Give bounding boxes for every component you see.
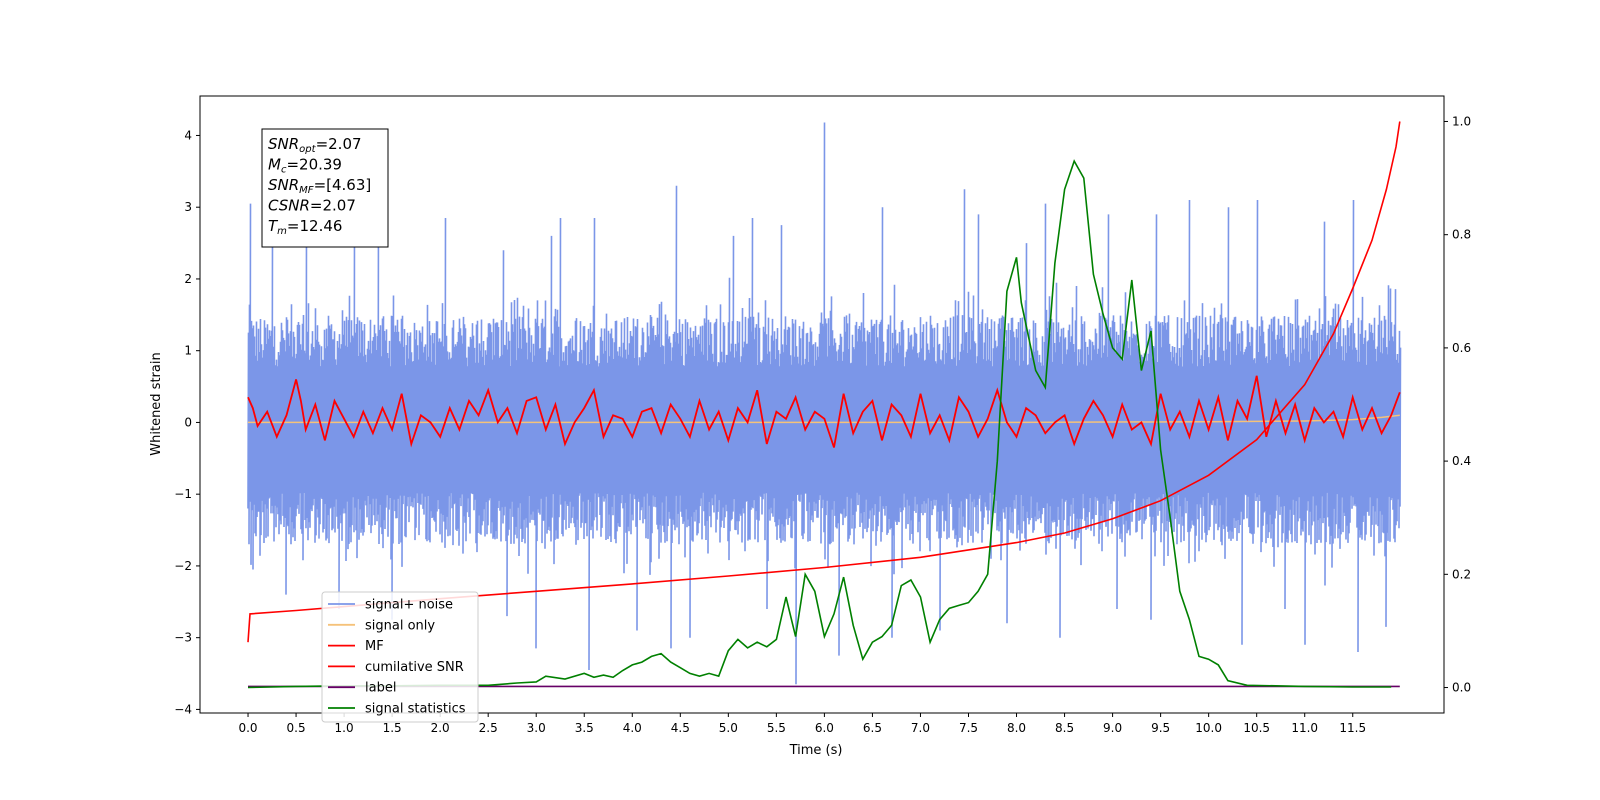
annotation-frame bbox=[261, 128, 389, 248]
y-tick-label: 4 bbox=[184, 128, 192, 142]
x-tick-label: 1.0 bbox=[335, 721, 354, 735]
x-tick-label: 10.0 bbox=[1195, 721, 1222, 735]
y2-tick-label: 1.0 bbox=[1452, 114, 1471, 128]
y2-tick-label: 0.4 bbox=[1452, 454, 1471, 468]
x-tick-label: 3.5 bbox=[575, 721, 594, 735]
legend-label: signal+ noise bbox=[365, 598, 453, 613]
y2-tick-label: 0.2 bbox=[1452, 567, 1471, 581]
x-tick-label: 9.0 bbox=[1103, 721, 1122, 735]
x-tick-label: 2.0 bbox=[431, 721, 450, 735]
annotation-line: Mc=20.39 bbox=[268, 156, 342, 176]
y-tick-label: −2 bbox=[174, 559, 192, 573]
x-tick-label: 1.5 bbox=[383, 721, 402, 735]
x-tick-label: 5.5 bbox=[767, 721, 786, 735]
legend-label: signal only bbox=[365, 618, 435, 633]
legend-label: cumilative SNR bbox=[365, 660, 464, 675]
legend-label: signal statistics bbox=[365, 702, 466, 717]
y2-tick-label: 0.6 bbox=[1452, 341, 1471, 355]
x-tick-label: 4.5 bbox=[671, 721, 690, 735]
x-tick-label: 11.5 bbox=[1339, 721, 1366, 735]
annotation-line: SNRMF=[4.63] bbox=[268, 176, 371, 196]
signal-statistics-line bbox=[247, 159, 1392, 689]
x-tick-label: 2.5 bbox=[479, 721, 498, 735]
x-tick-label: 7.0 bbox=[911, 721, 930, 735]
x-tick-label: 6.0 bbox=[815, 721, 834, 735]
mf-line bbox=[247, 375, 1401, 448]
legend-frame bbox=[321, 591, 479, 723]
x-tick-label: 6.5 bbox=[863, 721, 882, 735]
x-tick-label: 9.5 bbox=[1151, 721, 1170, 735]
annotation-box: SNRopt=2.07Mc=20.39SNRMF=[4.63]CSNR=2.07… bbox=[261, 128, 389, 248]
y-tick-label: −1 bbox=[174, 487, 192, 501]
axes-layer: 0.0 0.5 1.0 1.5 2.0 2.5 3.0 3.5 4.0 4.5 5.0 5.5 6.0 6… bbox=[174, 114, 1471, 735]
y-tick-label: 3 bbox=[184, 200, 192, 214]
annotation-line: SNRopt=2.07 bbox=[268, 135, 362, 155]
x-tick-label: 8.0 bbox=[1007, 721, 1026, 735]
legend-label: MF bbox=[365, 639, 384, 654]
annotation-line: Tm=12.46 bbox=[268, 217, 342, 237]
y-tick-label: 0 bbox=[184, 415, 192, 429]
legend: signal+ noise signal only MF cumilative SNR… bbox=[321, 591, 479, 723]
y-tick-label: 2 bbox=[184, 272, 192, 286]
x-tick-label: 0.5 bbox=[287, 721, 306, 735]
y2-tick-label: 0.8 bbox=[1452, 228, 1471, 242]
legend-label: label bbox=[365, 681, 396, 696]
y-tick-label: −3 bbox=[174, 631, 192, 645]
x-axis-label: Time (s) bbox=[789, 743, 843, 758]
x-tick-label: 7.5 bbox=[959, 721, 978, 735]
y-axis-label: Whitened strain bbox=[149, 352, 164, 455]
x-tick-label: 0.0 bbox=[238, 721, 257, 735]
plot-frame bbox=[199, 95, 1445, 714]
y-tick-label: −4 bbox=[174, 702, 192, 716]
x-tick-label: 8.5 bbox=[1055, 721, 1074, 735]
x-tick-label: 10.5 bbox=[1243, 721, 1270, 735]
annotation-line: CSNR=2.07 bbox=[268, 197, 356, 215]
x-tick-label: 4.0 bbox=[623, 721, 642, 735]
x-tick-label: 3.0 bbox=[527, 721, 546, 735]
y2-tick-label: 0.0 bbox=[1452, 681, 1471, 695]
x-tick-label: 11.0 bbox=[1291, 721, 1318, 735]
y-tick-label: 1 bbox=[184, 344, 192, 358]
x-tick-label: 5.0 bbox=[719, 721, 738, 735]
